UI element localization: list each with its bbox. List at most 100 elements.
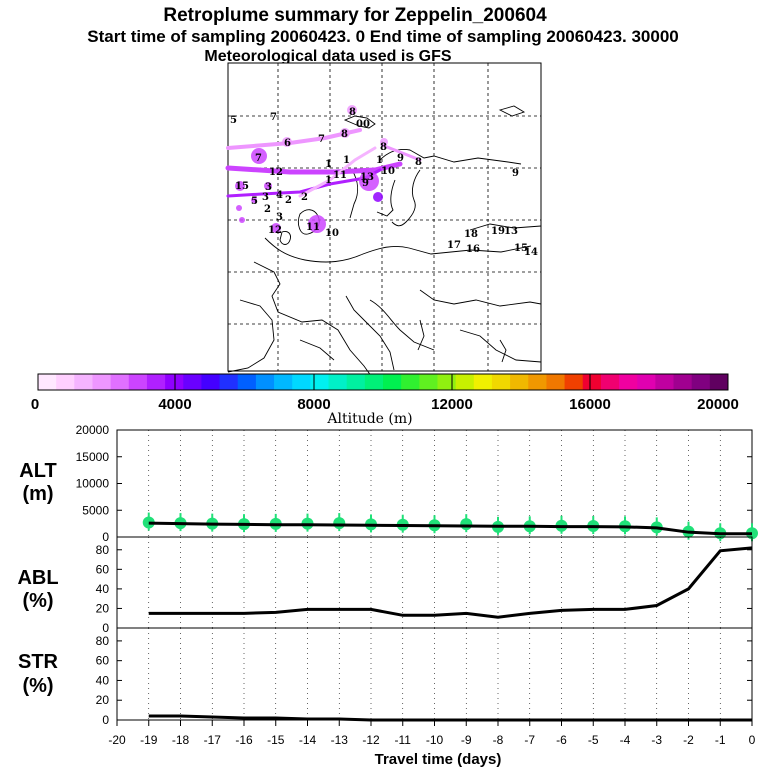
- y-tick-label: 80: [96, 634, 110, 648]
- colorbar-swatch: [255, 374, 275, 390]
- map-label: 9: [397, 153, 404, 164]
- colorbar-tick: 0: [31, 396, 39, 413]
- map-label: 1: [343, 155, 350, 166]
- series-line: [148, 546, 753, 619]
- map-label: 11: [306, 222, 320, 233]
- y-tick-label: 0: [102, 713, 109, 727]
- colorbar-swatch: [56, 374, 75, 390]
- colorbar-swatch: [346, 374, 366, 390]
- alt-panel-label: ALT: [19, 460, 56, 482]
- colorbar-label: Altitude (m): [326, 411, 412, 427]
- x-tick-label: -14: [299, 733, 317, 747]
- x-tick-label: -8: [493, 733, 504, 747]
- x-tick-label: -19: [140, 733, 158, 747]
- map-label: 10: [381, 166, 395, 177]
- colorbar-swatch: [38, 374, 57, 390]
- figure-title: Retroplume summary for Zeppelin_200604: [163, 5, 547, 26]
- colorbar-tick: 20000: [697, 396, 739, 413]
- y-tick-label: 0: [102, 530, 109, 544]
- x-tick-label: -16: [235, 733, 253, 747]
- colorbar-ticks: 0 4000 8000 12000 16000 20000: [31, 396, 739, 413]
- map-label: 18: [464, 229, 478, 240]
- x-tick-label: -2: [683, 733, 694, 747]
- colorbar-swatch: [237, 374, 257, 390]
- colorbar-swatch: [383, 374, 402, 390]
- map-label: 13: [504, 226, 518, 237]
- colorbar-swatch: [292, 374, 311, 390]
- map-label: 4: [276, 190, 283, 201]
- x-axis-label: Travel time (days): [375, 751, 502, 768]
- map-label: 5: [230, 115, 237, 126]
- abl-panel-unit: (%): [22, 590, 53, 612]
- colorbar-swatch: [110, 374, 130, 390]
- colorbar-swatch: [201, 374, 221, 390]
- map-label: 8: [415, 157, 422, 168]
- map-label: 7: [255, 153, 262, 164]
- colorbar-swatch: [473, 374, 493, 390]
- map-label: 1: [376, 155, 383, 166]
- y-tick-label: 5000: [82, 503, 109, 517]
- met-data-note: Meteorological data used is GFS: [204, 48, 451, 65]
- colorbar-swatch: [419, 374, 438, 390]
- trajectory-map: 5 7 8 00 6 7 8 9 8 8 7 1 1 1 10 11 12 13…: [225, 62, 542, 381]
- y-tick-label: 20: [96, 693, 110, 707]
- map-label: 9: [362, 178, 369, 189]
- series-line: [148, 714, 752, 722]
- colorbar-swatch: [637, 374, 656, 390]
- colorbar-swatch: [310, 374, 330, 390]
- y-tick-label: 20000: [76, 423, 110, 437]
- trajectory-circles: [235, 105, 388, 233]
- y-tick-label: 15000: [76, 450, 110, 464]
- colorbar-swatch: [146, 374, 166, 390]
- x-tick-label: -10: [426, 733, 444, 747]
- map-label: 3: [276, 212, 283, 223]
- colorbar-swatch: [673, 374, 693, 390]
- colorbar-tick: 12000: [431, 396, 473, 413]
- colorbar-tick: 8000: [297, 396, 330, 413]
- colorbar-swatch: [74, 374, 93, 390]
- map-label: 2: [285, 195, 292, 206]
- coastlines: [227, 105, 542, 381]
- x-tick-label: -13: [331, 733, 349, 747]
- map-label: 12: [268, 225, 282, 236]
- map-label: 2: [264, 204, 271, 215]
- colorbar-tick: 16000: [569, 396, 611, 413]
- colorbar-swatch: [582, 374, 602, 390]
- map-label: 8: [341, 129, 348, 140]
- colorbar-swatch: [183, 374, 202, 390]
- x-tick-label: -7: [524, 733, 535, 747]
- x-tick-label: -6: [556, 733, 567, 747]
- colorbar-swatch: [165, 374, 184, 390]
- colorbar-swatch: [564, 374, 584, 390]
- colorbar-tick: 4000: [158, 396, 191, 413]
- x-tick-label: -20: [108, 733, 126, 747]
- map-label: 7: [270, 112, 277, 123]
- colorbar-swatch: [328, 374, 348, 390]
- map-label: 11: [333, 170, 347, 181]
- colorbar-swatch: [128, 374, 148, 390]
- x-tick-label: -3: [651, 733, 662, 747]
- colorbar-swatch: [401, 374, 420, 390]
- x-tick-label: -15: [267, 733, 285, 747]
- str-panel-unit: (%): [22, 675, 53, 697]
- map-label: 13: [360, 172, 374, 183]
- map-label: 1: [325, 175, 332, 186]
- alt-panel-unit: (m): [22, 483, 53, 505]
- map-label: 00: [356, 119, 370, 130]
- x-tick-label: -11: [395, 733, 412, 747]
- colorbar-swatch: [691, 374, 711, 390]
- colorbar-frame: [37, 373, 729, 391]
- y-tick-label: 60: [96, 654, 110, 668]
- map-label: 17: [447, 240, 461, 251]
- map-label: 6: [284, 138, 291, 149]
- y-tick-label: 60: [96, 562, 110, 576]
- map-label: 2: [301, 192, 308, 203]
- map-label: 1: [325, 159, 332, 170]
- map-label: 9: [512, 168, 519, 179]
- x-tick-label: -1: [715, 733, 726, 747]
- abl-panel-label: ABL: [17, 567, 58, 589]
- colorbar-swatch: [546, 374, 566, 390]
- map-label: 15: [235, 181, 249, 192]
